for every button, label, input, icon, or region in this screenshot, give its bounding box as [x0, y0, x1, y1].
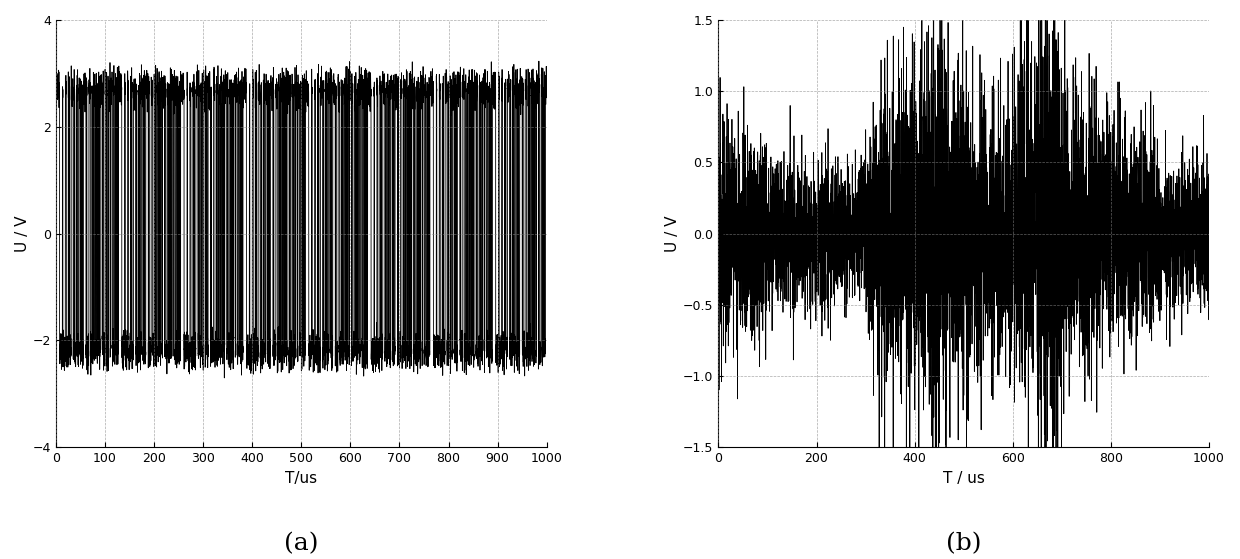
Y-axis label: U / V: U / V — [15, 215, 30, 252]
X-axis label: T / us: T / us — [942, 471, 985, 486]
Text: (b): (b) — [946, 533, 982, 556]
Y-axis label: U / V: U / V — [666, 215, 681, 252]
Text: (a): (a) — [284, 533, 319, 556]
X-axis label: T/us: T/us — [285, 471, 317, 486]
